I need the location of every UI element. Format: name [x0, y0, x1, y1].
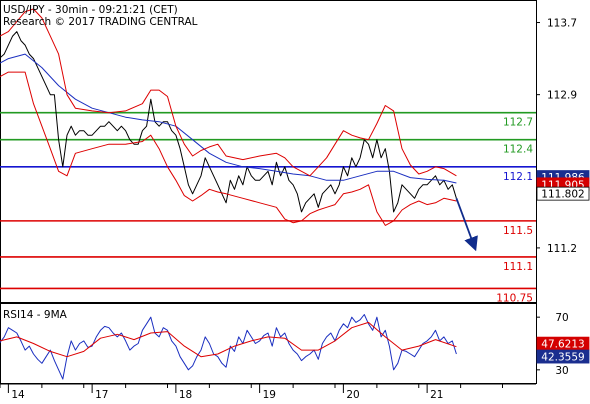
rsi-series-ma — [0, 321, 457, 358]
series-bollinger_lower — [0, 71, 457, 226]
level-label-111.1: 111.1 — [503, 261, 533, 273]
series-ma — [0, 53, 457, 184]
rsi-ytick-label-70: 70 — [555, 312, 568, 324]
price-ytick-label-113.7: 113.7 — [547, 18, 577, 30]
rsi-panel-frame — [0, 303, 537, 384]
xtick-label-18: 18 — [179, 389, 192, 400]
level-label-111.5: 111.5 — [503, 225, 533, 237]
level-label-112.7: 112.7 — [503, 117, 533, 129]
time-axis: 14 17 18 19 20 21 — [0, 384, 503, 401]
forecast-arrow — [455, 198, 478, 252]
price-plot — [0, 8, 536, 290]
rsi-ytick-label-30: 30 — [555, 365, 568, 377]
chart-title: USD/JPY - 30min - 09:21:21 (CET) — [3, 4, 178, 16]
xtick-label-20: 20 — [346, 389, 359, 400]
rsi-series-rsi — [0, 314, 457, 380]
rsi-title: RSI14 - 9MA — [3, 309, 68, 321]
series-bollinger_upper — [0, 8, 457, 177]
price-panel-frame — [0, 0, 537, 303]
xtick-label-14: 14 — [11, 389, 25, 400]
chart-subtitle: Research © 2017 TRADING CENTRAL — [3, 16, 198, 28]
rsi-plot — [0, 314, 457, 380]
xtick-label-21: 21 — [430, 389, 443, 400]
level-label-110.75: 110.75 — [496, 292, 533, 304]
price-ytick-label-112.9: 112.9 — [547, 90, 577, 102]
rsi-box-label-ma: 47.6213 — [541, 339, 584, 351]
price-labels: 112.7 112.4 112.1 111.5 111.1 110.75 113.7 112.… — [455, 18, 590, 304]
rsi-box-rsi — [536, 349, 590, 364]
rsi-box-label-rsi: 42.3559 — [541, 352, 584, 364]
price-box-label-price: 111.802 — [541, 189, 584, 201]
series-price — [0, 31, 457, 213]
level-label-112.1: 112.1 — [503, 171, 533, 183]
price-ytick-label-111.2: 111.2 — [547, 243, 577, 255]
level-label-112.4: 112.4 — [503, 144, 533, 156]
xtick-label-17: 17 — [95, 389, 108, 400]
price-box-price — [536, 186, 590, 201]
xtick-label-19: 19 — [263, 389, 276, 400]
